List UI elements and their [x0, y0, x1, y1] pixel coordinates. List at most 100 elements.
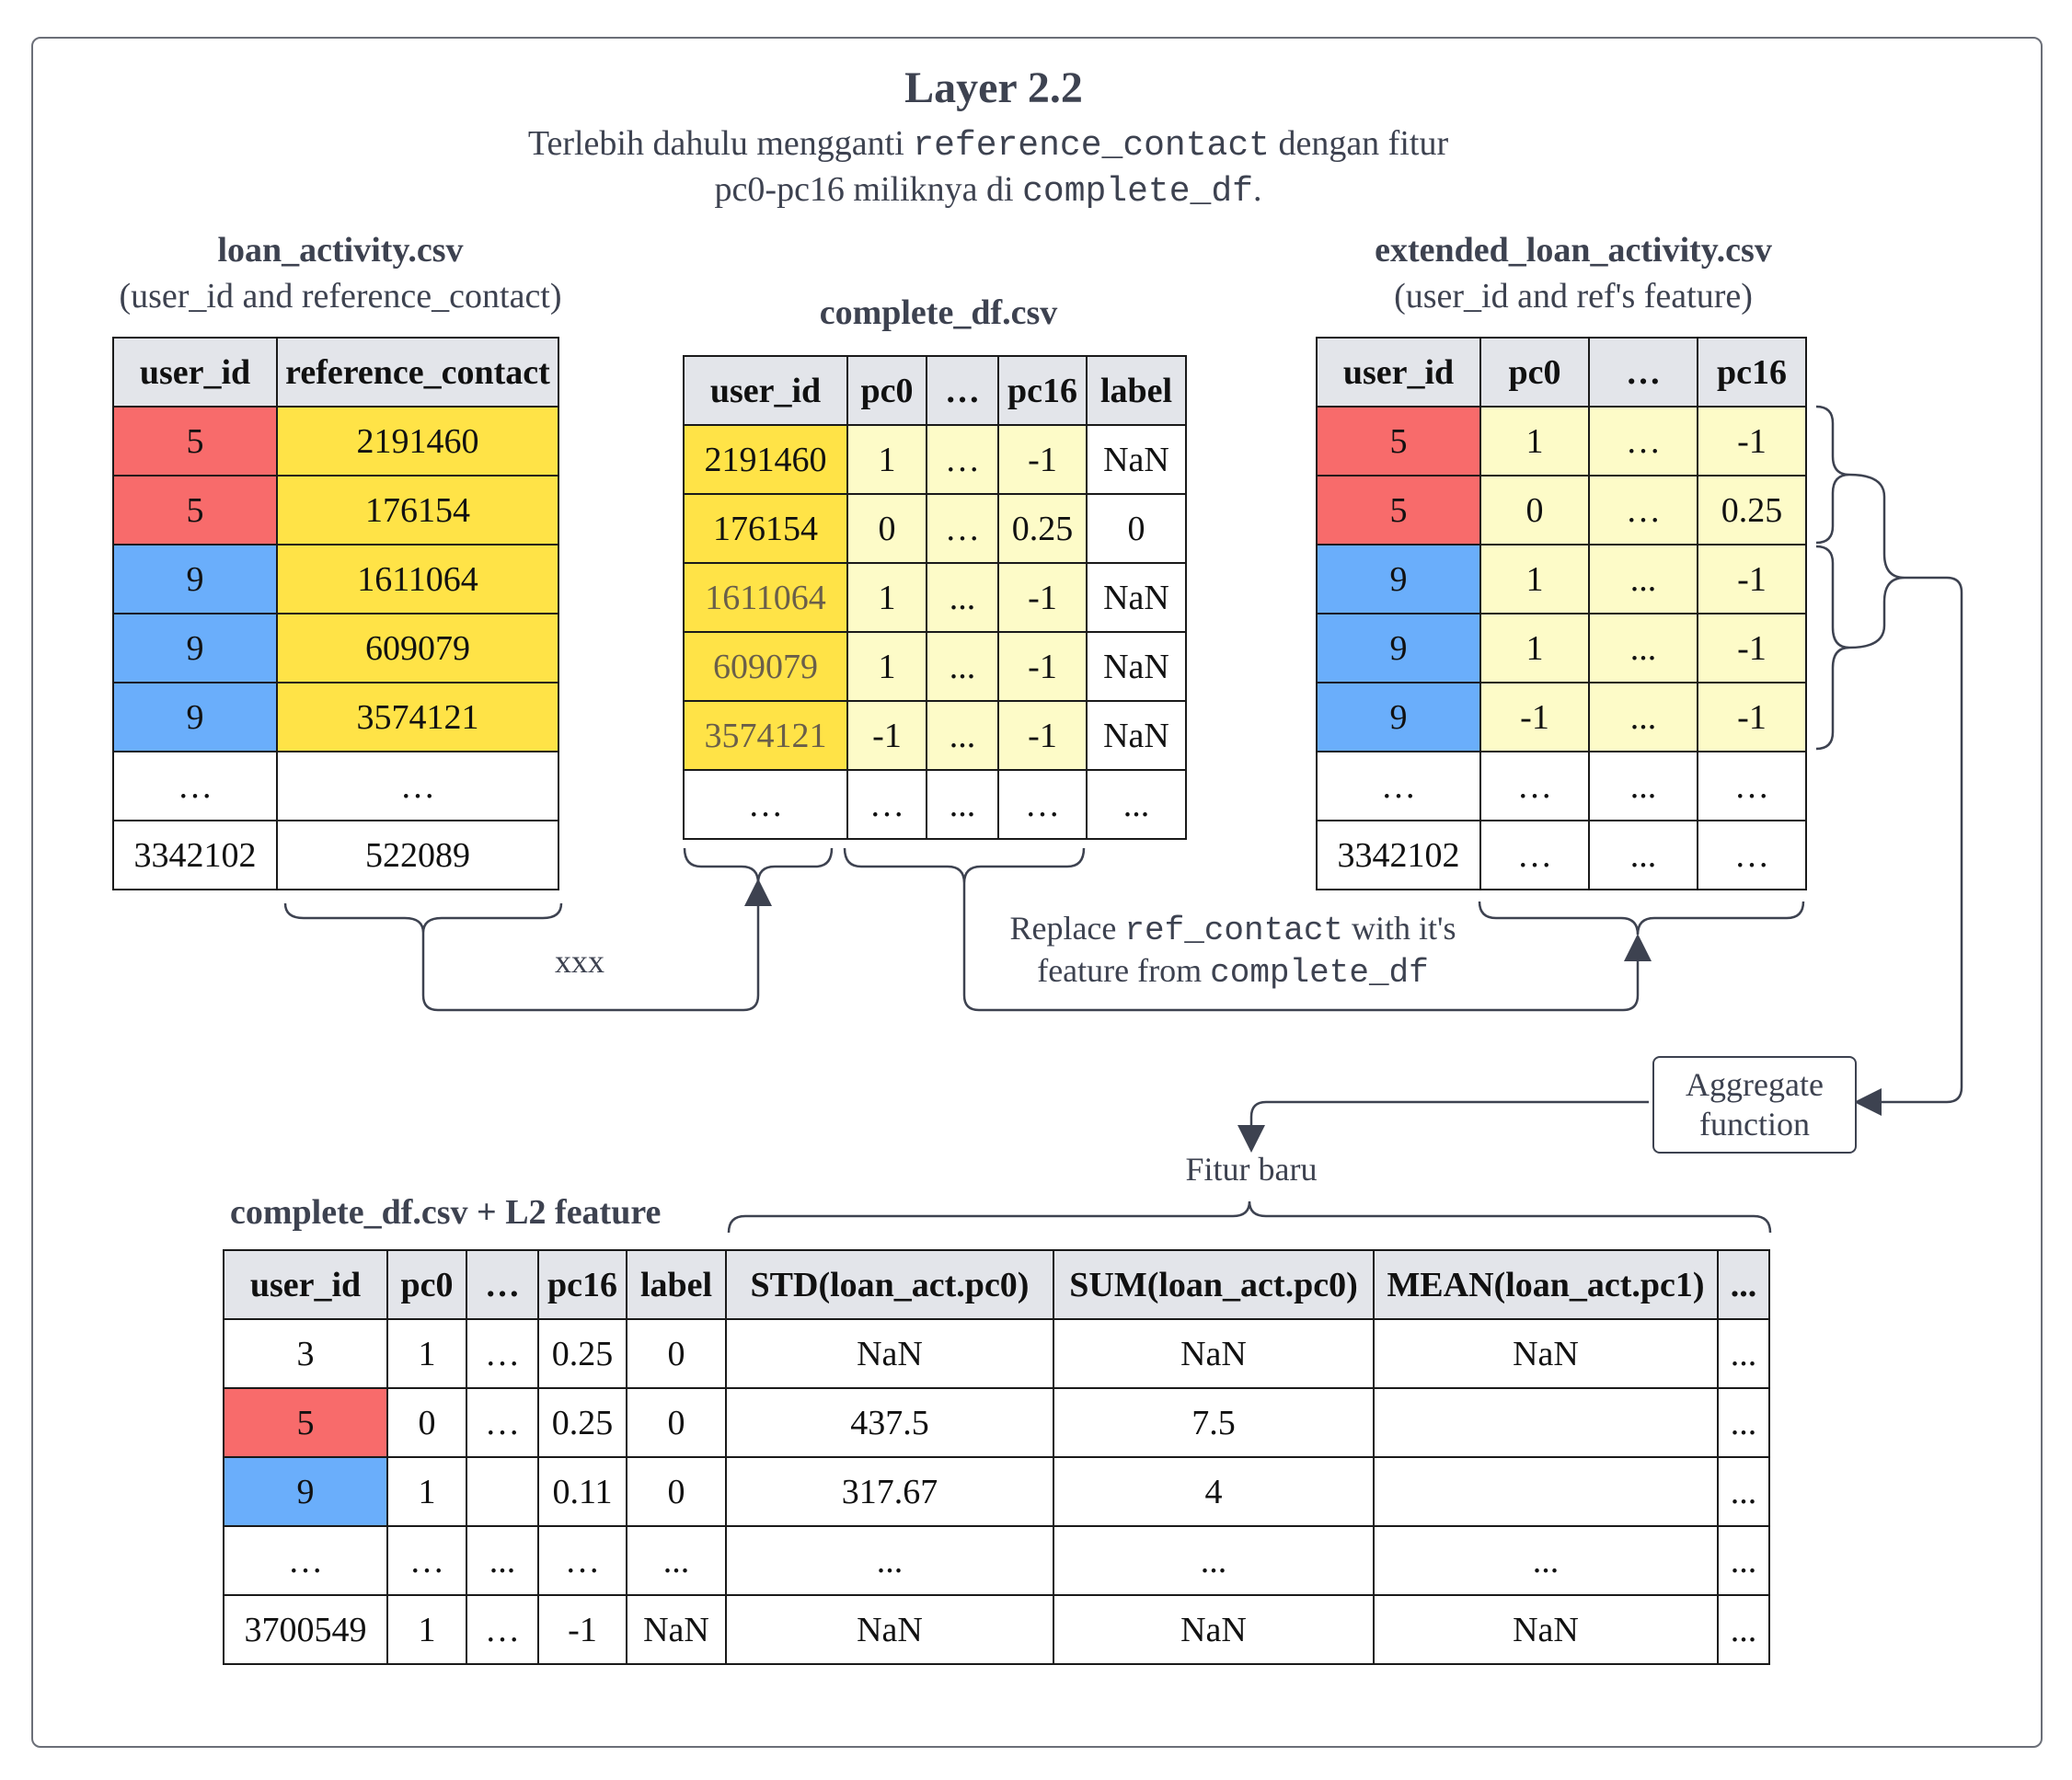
- table-cell: 4: [1053, 1456, 1375, 1527]
- header-cell: …: [926, 355, 999, 426]
- ellipsis-cell: ...: [1588, 820, 1698, 890]
- table-cell: 0: [626, 1318, 727, 1389]
- table-cell: ...: [1717, 1387, 1770, 1458]
- table-cell: 0: [626, 1456, 727, 1527]
- pc0-cell: 1: [846, 631, 927, 702]
- table-row: 5 0 … 0.25: [1316, 475, 1807, 545]
- brace-under-reference-contact: [283, 902, 563, 934]
- table-cell: 437.5: [725, 1387, 1054, 1458]
- table-row: 9 -1 ... -1: [1316, 682, 1807, 752]
- user-id-cell: 5: [1316, 475, 1481, 545]
- user-id-cell: 9: [112, 544, 278, 614]
- header-cell: user_id: [223, 1249, 388, 1320]
- brace-user-9-rows: [1815, 545, 1850, 751]
- user-id-cell: 9: [223, 1456, 388, 1527]
- pc16-cell: -1: [1697, 406, 1807, 477]
- header-cell: ...: [1717, 1249, 1770, 1320]
- header-cell: user_id: [683, 355, 848, 426]
- table-row: … … ... … ...: [683, 769, 1187, 840]
- label-cell: NaN: [1086, 562, 1187, 633]
- table-row: 1611064 1 ... -1 NaN: [683, 562, 1187, 633]
- diagram-title: Layer 2.2: [904, 63, 1083, 112]
- table-cell: NaN: [725, 1318, 1054, 1389]
- subtitle-code-complete-df: complete_df: [1022, 172, 1253, 212]
- table-cell: ...: [1373, 1525, 1719, 1596]
- final-table-title: complete_df.csv + L2 feature: [230, 1193, 662, 1232]
- label-cell: 0: [1086, 493, 1187, 564]
- table-row: 3 1 … 0.25 0 NaN NaN NaN ...: [223, 1318, 1770, 1389]
- table-row: 3574121 -1 ... -1 NaN: [683, 700, 1187, 771]
- user-id-cell: 5: [223, 1387, 388, 1458]
- header-cell: MEAN(loan_act.pc1): [1373, 1249, 1719, 1320]
- brace-under-complete-df-user-id: [683, 847, 834, 884]
- header-cell: pc0: [846, 355, 927, 426]
- table-cell: ...: [466, 1525, 539, 1596]
- table-row: 3342102 … ... …: [1316, 820, 1807, 890]
- header-cell: reference_contact: [276, 337, 559, 408]
- table-row: 9 1611064: [112, 544, 559, 614]
- final-table: user_id pc0 … pc16 label STD(loan_act.pc…: [223, 1249, 1770, 1665]
- brace-user-5-rows: [1815, 405, 1850, 545]
- table-cell: …: [466, 1318, 539, 1389]
- user-id-cell: 9: [1316, 682, 1481, 752]
- user-id-cell: 5: [112, 475, 278, 545]
- ellipsis-cell: …: [1588, 406, 1698, 477]
- ellipsis-cell: ...: [926, 631, 999, 702]
- table-cell: 0.25: [537, 1387, 627, 1458]
- header-cell: user_id: [1316, 337, 1481, 408]
- table-cell: ...: [1717, 1318, 1770, 1389]
- header-cell: pc0: [1479, 337, 1590, 408]
- xxx-connector-arrow: [421, 879, 772, 1012]
- replace-note-line2: feature from complete_df: [966, 951, 1500, 992]
- replace-connector-arrow: [962, 883, 1652, 1012]
- table-cell: …: [386, 1525, 467, 1596]
- ellipsis-cell: ...: [1588, 544, 1698, 614]
- user-id-cell: 176154: [683, 493, 848, 564]
- reference-contact-cell: 176154: [276, 475, 559, 545]
- label-cell: NaN: [1086, 631, 1187, 702]
- subtitle-text-b: dengan fitur: [1269, 124, 1449, 163]
- feature-text-a: feature from: [1037, 952, 1211, 989]
- table-cell: [1373, 1456, 1719, 1527]
- table-row: 5 1 … -1: [1316, 406, 1807, 477]
- label-cell: ...: [1086, 769, 1187, 840]
- loan-activity-title: loan_activity.csv: [217, 231, 464, 270]
- header-cell: pc16: [1697, 337, 1807, 408]
- table-cell: 1: [386, 1318, 467, 1389]
- header-cell: SUM(loan_act.pc0): [1053, 1249, 1375, 1320]
- user-id-cell: …: [112, 751, 278, 821]
- aggregate-label-line1: Aggregate: [1686, 1065, 1824, 1103]
- pc0-cell: …: [1479, 820, 1590, 890]
- table-row: 2191460 1 … -1 NaN: [683, 424, 1187, 495]
- user-id-cell: 1611064: [683, 562, 848, 633]
- brace-aggregation-outer: [1848, 473, 1905, 649]
- ellipsis-cell: …: [1588, 475, 1698, 545]
- ellipsis-cell: ...: [1588, 751, 1698, 821]
- complete-df-table: user_id pc0 … pc16 label 2191460 1 … -1 …: [683, 355, 1187, 840]
- table-cell: …: [537, 1525, 627, 1596]
- pc16-cell: …: [1697, 751, 1807, 821]
- table-cell: 7.5: [1053, 1387, 1375, 1458]
- pc16-cell: -1: [997, 700, 1088, 771]
- aggregate-label-line2: function: [1699, 1106, 1810, 1143]
- diagram-subtitle-line2: pc0-pc16 miliknya di complete_df.: [0, 169, 1976, 212]
- fitur-baru-label: Fitur baru: [1185, 1151, 1318, 1188]
- pc0-cell: 1: [1479, 613, 1590, 683]
- table-row: 9 609079: [112, 613, 559, 683]
- table-row: … … ... … ... ... ... ... ...: [223, 1525, 1770, 1596]
- pc16-cell: -1: [1697, 682, 1807, 752]
- pc0-cell: 1: [1479, 544, 1590, 614]
- table-row: 3700549 1 … -1 NaN NaN NaN NaN ...: [223, 1594, 1770, 1665]
- pc0-cell: 1: [846, 562, 927, 633]
- aggregate-connector-arrow: [1854, 576, 1963, 1116]
- pc0-cell: 1: [1479, 406, 1590, 477]
- subtitle-text-c: pc0-pc16 miliknya di: [714, 170, 1023, 209]
- table-cell: 0.25: [537, 1318, 627, 1389]
- user-id-cell: 609079: [683, 631, 848, 702]
- brace-under-extended-features: [1478, 901, 1805, 936]
- table-cell: 0: [386, 1387, 467, 1458]
- subtitle-text-d: .: [1252, 170, 1262, 209]
- pc0-cell: …: [846, 769, 927, 840]
- table-cell: NaN: [626, 1594, 727, 1665]
